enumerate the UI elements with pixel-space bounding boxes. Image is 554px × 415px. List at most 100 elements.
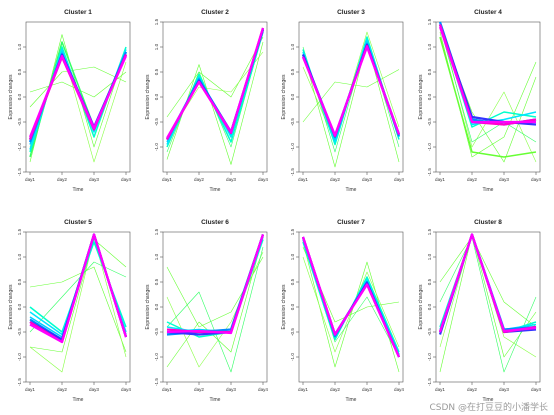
y-tick-label: -0.5: [290, 328, 295, 336]
y-tick-label: 1.5: [17, 228, 22, 235]
series-line: [29, 236, 127, 373]
plot-frame: [435, 21, 541, 173]
y-tick-label: -1.5: [427, 168, 432, 176]
y-tick-label: 0.0: [17, 303, 22, 310]
series-line: [438, 24, 537, 126]
panel-title: Cluster 6: [201, 219, 229, 226]
x-tick-label: day1: [162, 387, 172, 392]
panel-title: Cluster 1: [64, 9, 92, 16]
x-axis-label: Time: [483, 397, 494, 403]
cluster-panel: Cluster 5 -1.5 -1.0 -0.5 0.0 0.5 1.0 1.5 Express…: [8, 219, 131, 403]
y-tick-label: -1.0: [427, 143, 432, 151]
cluster-panel: Cluster 1 -1.5 -1.0 -0.5 0.0 0.5 1.0 Expression…: [8, 9, 131, 193]
y-tick-label: 1.0: [290, 43, 295, 50]
series-line: [439, 21, 537, 163]
series-line: [301, 236, 401, 358]
y-tick-label: -1.0: [17, 353, 22, 361]
y-tick-label: 0.0: [290, 93, 295, 100]
y-tick-label: 1.0: [154, 253, 159, 260]
series-line: [166, 251, 264, 368]
series-line: [301, 236, 401, 358]
y-axis-label: Expression changes: [281, 74, 287, 120]
x-tick-label: day1: [298, 177, 308, 182]
y-tick-label: 1.0: [154, 43, 159, 50]
x-tick-label: day3: [499, 387, 509, 392]
y-tick-label: 0.5: [290, 278, 295, 285]
watermark: CSDN @在打豆豆的小潘学长: [429, 403, 548, 413]
y-axis-label: Expression changes: [8, 284, 14, 330]
panel-title: Cluster 8: [474, 219, 502, 226]
series-line: [29, 261, 127, 333]
series-line: [301, 236, 401, 358]
x-axis-label: Time: [210, 397, 221, 403]
y-tick-label: -1.0: [290, 353, 295, 361]
x-tick-label: day2: [467, 177, 477, 182]
series-line: [302, 256, 400, 353]
y-tick-label: 0.0: [154, 303, 159, 310]
plot-frame: [162, 231, 268, 383]
series-line: [29, 239, 127, 353]
series-line: [28, 54, 128, 138]
series-line: [438, 21, 537, 126]
y-tick-label: 1.5: [154, 18, 159, 25]
series-line: [302, 239, 400, 355]
x-tick-label: day3: [362, 177, 372, 182]
series-line: [29, 266, 127, 353]
series-line: [166, 29, 264, 143]
y-tick-label: 1.5: [154, 228, 159, 235]
y-tick-label: 0.0: [154, 93, 159, 100]
y-axis-label: Expression changes: [145, 284, 151, 330]
y-tick-label: 0.0: [290, 303, 295, 310]
y-tick-label: 0.0: [17, 93, 22, 100]
y-tick-label: -1.0: [17, 143, 22, 151]
y-tick-label: -0.5: [427, 328, 432, 336]
x-tick-label: day4: [258, 387, 268, 392]
y-tick-label: 1.5: [290, 228, 295, 235]
y-tick-label: 1.0: [290, 253, 295, 260]
series-line: [302, 239, 400, 355]
series-line: [302, 41, 400, 168]
x-tick-label: day2: [194, 387, 204, 392]
y-axis-label: Expression changes: [8, 74, 14, 120]
series-line: [438, 26, 536, 124]
x-tick-label: day4: [121, 387, 131, 392]
series-line: [166, 31, 264, 153]
x-axis-label: Time: [483, 187, 494, 193]
series-line: [301, 236, 401, 358]
y-tick-label: 1.5: [427, 18, 432, 25]
x-tick-label: day4: [394, 177, 404, 182]
x-tick-label: day4: [394, 387, 404, 392]
plot-frame: [162, 21, 268, 173]
y-tick-label: 1.0: [17, 43, 22, 50]
x-tick-label: day2: [330, 387, 340, 392]
y-tick-label: -1.5: [290, 168, 295, 176]
series-line: [28, 53, 128, 140]
cluster-panel: Cluster 7 -1.0 -0.5 0.0 0.5 1.0 1.5 Expression …: [281, 219, 404, 403]
plot-frame: [298, 21, 404, 173]
y-axis-label: Expression changes: [281, 284, 287, 330]
y-tick-label: 1.5: [427, 228, 432, 235]
y-tick-label: -0.5: [427, 118, 432, 126]
y-tick-label: 0.5: [427, 68, 432, 75]
x-tick-label: day3: [226, 177, 236, 182]
x-tick-label: day1: [298, 387, 308, 392]
series-line: [302, 241, 400, 353]
series-line: [28, 54, 128, 140]
series-line: [439, 36, 537, 158]
y-tick-label: -1.5: [427, 378, 432, 386]
y-tick-label: 0.5: [290, 68, 295, 75]
plot-frame: [25, 21, 131, 173]
series-line: [166, 41, 264, 165]
series-line: [439, 236, 537, 328]
y-tick-label: 0.0: [427, 93, 432, 100]
y-tick-label: -1.0: [290, 143, 295, 151]
series-line: [166, 234, 265, 335]
cluster-panel: Cluster 8 -1.5 -1.0 -0.5 0.0 0.5 1.0 1.5 Express…: [418, 219, 541, 403]
series-line: [439, 26, 537, 163]
x-tick-label: day4: [531, 177, 541, 182]
x-tick-label: day3: [89, 387, 99, 392]
x-axis-label: Time: [346, 187, 357, 193]
y-tick-label: 0.0: [427, 303, 432, 310]
series-line: [439, 24, 537, 126]
y-tick-label: -1.5: [17, 168, 22, 176]
